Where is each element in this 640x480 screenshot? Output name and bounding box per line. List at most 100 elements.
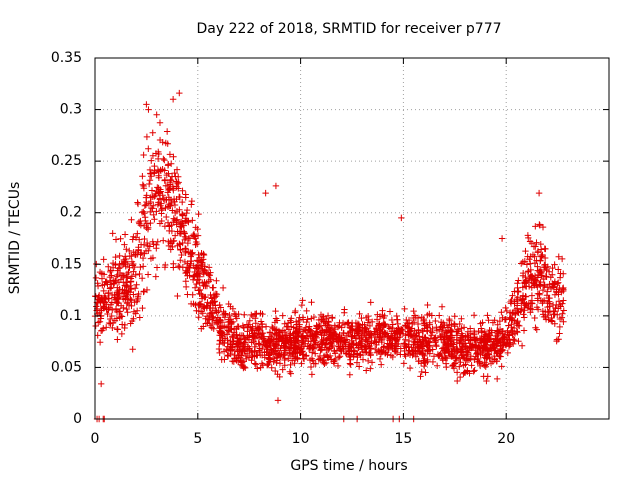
data-point [188, 257, 195, 265]
data-point [418, 314, 425, 321]
data-point [240, 358, 247, 365]
data-point [145, 106, 152, 113]
data-point [246, 317, 254, 324]
data-point [235, 352, 242, 359]
data-point [199, 310, 206, 317]
data-point [450, 336, 458, 344]
data-point [112, 236, 120, 243]
data-point [155, 184, 162, 192]
data-point [182, 248, 189, 255]
data-point [547, 274, 554, 281]
data-point [296, 321, 303, 328]
data-point [528, 306, 536, 313]
data-point [554, 311, 561, 318]
data-point [181, 229, 188, 237]
data-point [524, 232, 532, 239]
data-point [532, 324, 539, 331]
data-point [163, 196, 170, 203]
data-point [523, 261, 531, 268]
data-point [357, 340, 365, 347]
y-tick-label: 0.25 [51, 153, 82, 169]
data-point [95, 319, 102, 326]
data-point [211, 294, 219, 301]
data-point [182, 278, 190, 285]
data-point [163, 128, 171, 135]
data-point [343, 332, 351, 339]
data-point [460, 352, 467, 359]
data-point [355, 344, 362, 352]
data-points [91, 89, 567, 423]
data-point [251, 360, 259, 367]
data-point [151, 169, 158, 176]
data-point [226, 311, 233, 319]
data-point [249, 353, 256, 360]
data-point [478, 327, 485, 335]
data-point [377, 361, 385, 368]
data-point [100, 271, 108, 278]
data-point [281, 328, 289, 336]
data-point [438, 303, 446, 310]
data-point [114, 295, 121, 302]
data-point [141, 250, 148, 257]
data-point [471, 367, 478, 374]
data-point [195, 210, 202, 218]
data-point [195, 251, 202, 258]
data-point [113, 298, 121, 306]
data-point [272, 182, 280, 190]
data-point [138, 275, 146, 282]
data-point [419, 347, 426, 355]
data-point [145, 180, 153, 188]
data-point [272, 347, 279, 354]
data-point [362, 326, 369, 333]
data-point [520, 311, 527, 318]
data-point [217, 328, 224, 336]
data-point [443, 354, 451, 362]
data-point [405, 347, 412, 355]
data-point [438, 352, 445, 360]
data-point [347, 356, 354, 363]
data-point [119, 295, 127, 303]
data-point [560, 297, 567, 304]
data-point [531, 272, 539, 280]
data-point [555, 253, 562, 260]
x-tick-label: 15 [394, 431, 412, 447]
data-point [182, 215, 190, 222]
data-point [308, 355, 316, 362]
data-point [166, 178, 174, 186]
data-point [368, 333, 375, 341]
data-point [175, 173, 182, 180]
data-point [149, 129, 156, 137]
data-point [149, 152, 157, 159]
data-point [125, 269, 132, 276]
data-point [170, 260, 177, 267]
data-point [147, 170, 154, 177]
data-point [385, 323, 392, 331]
data-point [345, 319, 352, 326]
data-point [225, 300, 232, 308]
data-point [499, 314, 506, 321]
data-point [290, 353, 298, 360]
data-point [317, 346, 325, 353]
data-point [153, 241, 160, 249]
data-point [112, 305, 120, 313]
data-point [379, 328, 386, 335]
data-point [268, 334, 275, 342]
data-point [541, 245, 548, 252]
data-point [402, 332, 409, 339]
data-point [128, 317, 136, 325]
data-point [113, 289, 121, 296]
data-point [165, 161, 172, 168]
data-point [380, 343, 388, 350]
data-point [118, 260, 126, 267]
data-point [227, 316, 234, 323]
data-point [429, 329, 436, 336]
data-point [321, 344, 329, 351]
data-point [493, 336, 501, 343]
data-point [153, 208, 160, 215]
data-point [298, 301, 306, 309]
data-point [202, 320, 210, 327]
data-point [252, 315, 259, 322]
data-point [321, 360, 328, 368]
data-point [513, 305, 521, 312]
data-point [276, 360, 284, 367]
